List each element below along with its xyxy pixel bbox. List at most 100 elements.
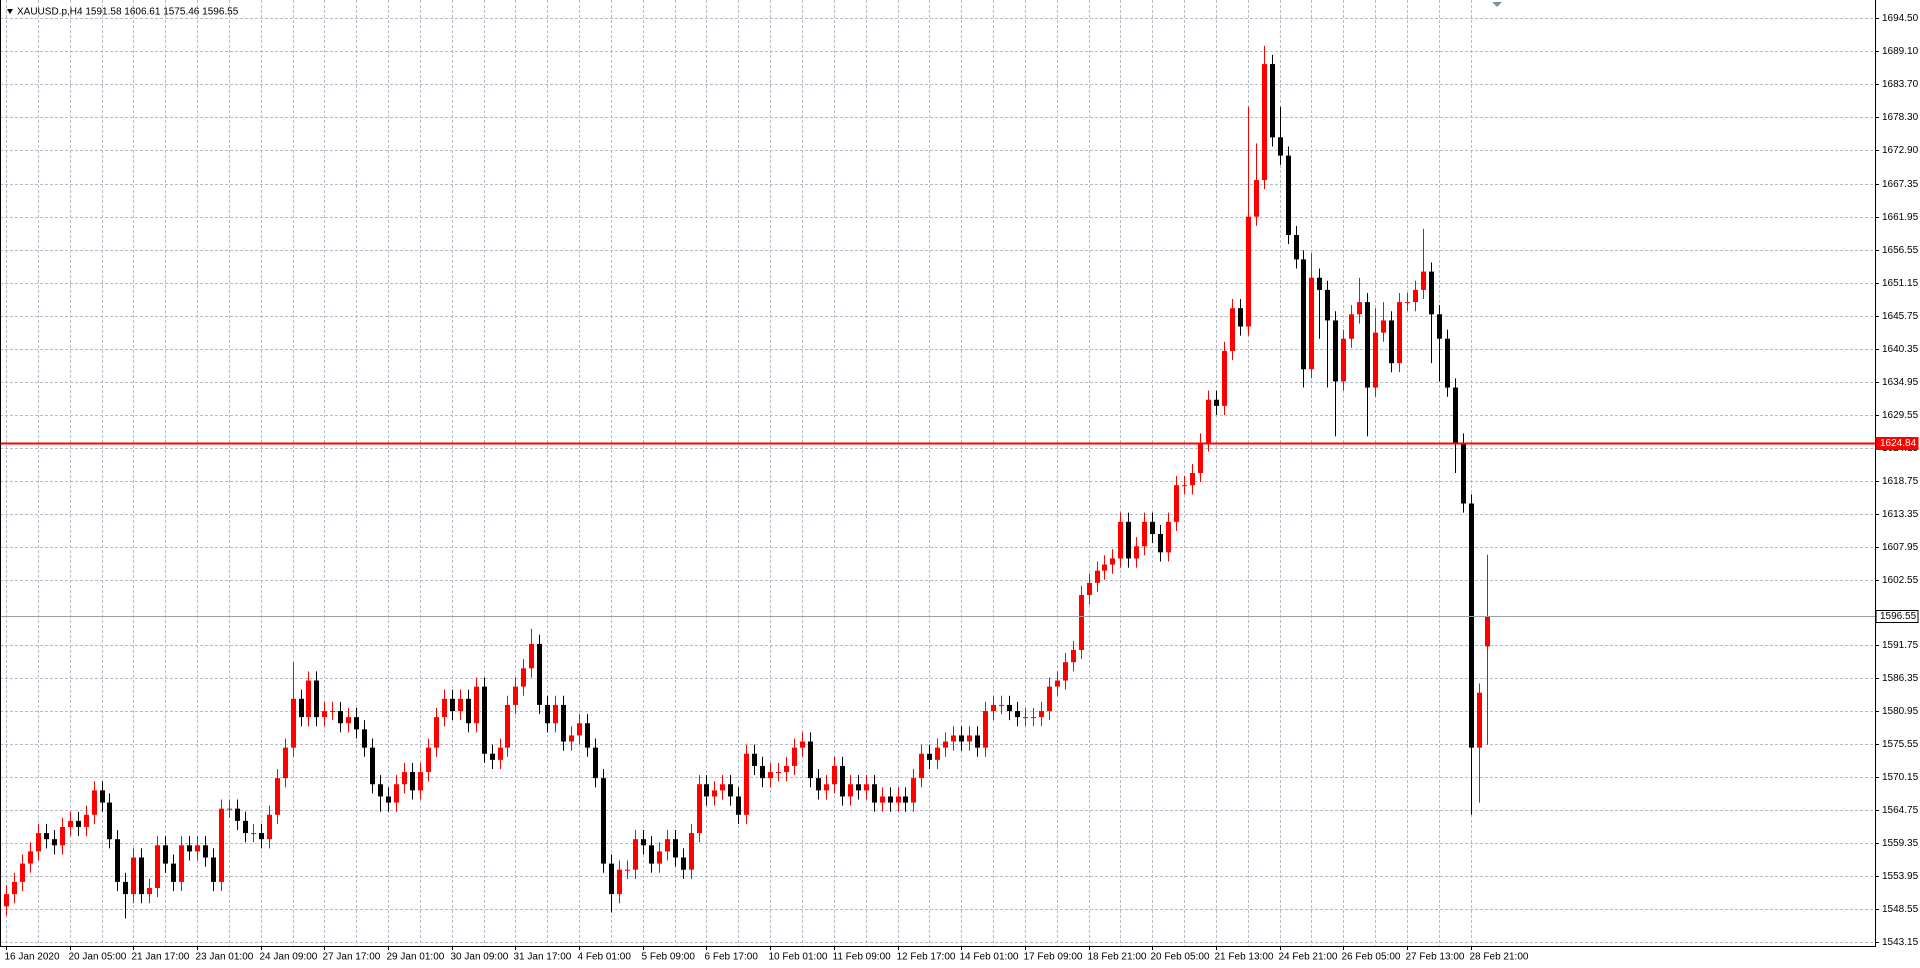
candle-body (1397, 302, 1402, 364)
x-tick-label: 21 Feb 13:00 (1215, 952, 1274, 963)
y-tick-label: 1553.95 (1882, 871, 1919, 882)
price-label-box (1875, 437, 1919, 450)
candle-body (848, 784, 853, 797)
candle-body (107, 802, 112, 840)
candle-body (784, 765, 789, 773)
candle-body (808, 741, 813, 779)
candle-body (1238, 308, 1243, 327)
x-tick-label: 12 Feb 17:00 (897, 952, 956, 963)
x-tick-label: 24 Feb 21:00 (1279, 952, 1338, 963)
candle-body (609, 863, 614, 895)
x-tick-label: 11 Feb 09:00 (833, 952, 892, 963)
candle-body (959, 735, 964, 742)
candle-body (720, 784, 725, 791)
candle-body (44, 833, 49, 840)
candle-body (1254, 180, 1259, 217)
candle-body (625, 869, 630, 871)
candle-body (1317, 277, 1322, 290)
candle-body (338, 711, 343, 724)
x-tick-label: 27 Jan 17:00 (323, 952, 381, 963)
y-tick-label: 1580.95 (1882, 706, 1919, 717)
candle-body (442, 698, 447, 718)
candle-body (1270, 64, 1275, 138)
candle-body (76, 820, 81, 827)
candle-body (1469, 503, 1474, 748)
candle-body (919, 753, 924, 779)
symbol-menu-arrow[interactable] (7, 9, 13, 14)
candle-body (171, 863, 176, 882)
candle-body (410, 772, 415, 791)
candle-body (712, 790, 717, 797)
candle-body (1301, 259, 1306, 370)
candle-body (20, 863, 25, 882)
candle-body (123, 881, 128, 895)
candle-body (1071, 649, 1076, 663)
x-tick-label: 4 Feb 01:00 (578, 952, 632, 963)
candle-body (1198, 442, 1203, 473)
candle-body (792, 747, 797, 766)
candle-body (545, 704, 550, 724)
candle-body (641, 839, 646, 846)
candle-body (235, 808, 240, 821)
x-tick-label: 24 Jan 09:00 (260, 952, 318, 963)
candle-body (1421, 271, 1426, 290)
candle-body (195, 845, 200, 852)
candle-body (1477, 692, 1482, 748)
candle-body (513, 686, 518, 705)
candle-body (490, 753, 495, 760)
candle-body (657, 851, 662, 864)
candle-body (521, 668, 526, 687)
candle-body (1485, 616, 1490, 647)
y-tick-label: 1618.75 (1882, 476, 1919, 487)
candle-body (1437, 314, 1442, 339)
x-tick-label: 14 Feb 01:00 (960, 952, 1019, 963)
y-tick-label: 1689.10 (1882, 46, 1919, 57)
candle-body (163, 845, 168, 864)
y-tick-label: 1667.35 (1882, 179, 1919, 190)
candle-body (386, 796, 391, 803)
candle-body (1206, 399, 1211, 443)
candle-body (211, 857, 216, 882)
candle-body (736, 796, 741, 815)
candle-body (728, 784, 733, 797)
candle-body (426, 747, 431, 773)
candle-body (139, 857, 144, 895)
candle-body (68, 820, 73, 827)
x-tick-label: 26 Feb 05:00 (1342, 952, 1401, 963)
candle-body (36, 833, 41, 852)
candle-body (1174, 485, 1179, 522)
x-tick-label: 29 Jan 01:00 (387, 952, 445, 963)
candle-body (1031, 717, 1036, 719)
candle-body (1023, 717, 1028, 719)
x-tick-label: 17 Feb 09:00 (1024, 952, 1083, 963)
candle-body (291, 698, 296, 748)
x-tick-label: 23 Jan 01:00 (196, 952, 254, 963)
candle-body (1047, 686, 1052, 712)
candle-body (370, 747, 375, 785)
candle-body (1079, 595, 1084, 650)
candle-body (482, 686, 487, 754)
candle-body (1166, 521, 1171, 553)
candle-body (1222, 350, 1227, 406)
candle-body (1309, 277, 1314, 370)
x-tick-label: 21 Jan 17:00 (132, 952, 190, 963)
x-tick-label: 20 Jan 05:00 (69, 952, 127, 963)
candle-body (1246, 216, 1251, 327)
candle-body (1158, 534, 1163, 553)
candle-body (458, 698, 463, 712)
candle-body (561, 704, 566, 742)
candle-body (155, 845, 160, 889)
candle-body (872, 784, 877, 803)
candle-body (983, 711, 988, 748)
candle-body (346, 717, 351, 724)
candle-body (1007, 704, 1012, 712)
candle-body (553, 704, 558, 724)
candle-body (227, 808, 232, 810)
y-tick-label: 1559.35 (1882, 838, 1919, 849)
candle-body (1278, 137, 1283, 156)
y-tick-label: 1586.35 (1882, 673, 1919, 684)
candle-body (856, 784, 861, 791)
y-tick-label: 1678.30 (1882, 112, 1919, 123)
candle-body (394, 784, 399, 803)
candle-body (593, 747, 598, 779)
